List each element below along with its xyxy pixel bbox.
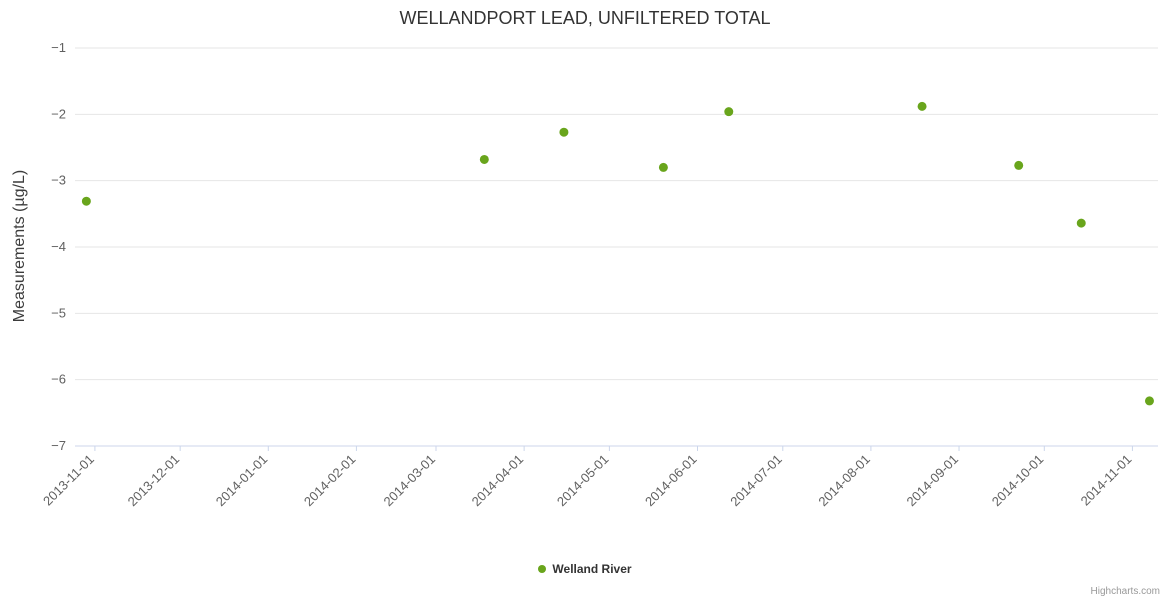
svg-text:−4: −4 [51, 239, 66, 254]
svg-text:−5: −5 [51, 305, 66, 320]
svg-text:2014-07-01: 2014-07-01 [727, 452, 785, 510]
svg-text:2014-04-01: 2014-04-01 [469, 452, 527, 510]
svg-text:−1: −1 [51, 40, 66, 55]
chart-title: WELLANDPORT LEAD, UNFILTERED TOTAL [399, 8, 771, 28]
svg-text:2014-11-01: 2014-11-01 [1078, 452, 1135, 509]
legend-item-welland-river[interactable]: Welland River [0, 562, 1170, 576]
svg-text:−2: −2 [51, 106, 66, 121]
svg-text:2014-02-01: 2014-02-01 [301, 452, 359, 510]
svg-text:2014-10-01: 2014-10-01 [989, 452, 1047, 510]
svg-text:2014-08-01: 2014-08-01 [815, 452, 873, 510]
svg-text:2013-11-01: 2013-11-01 [40, 452, 97, 509]
legend-series-label: Welland River [552, 562, 632, 576]
svg-text:2014-06-01: 2014-06-01 [642, 452, 700, 510]
svg-text:2014-01-01: 2014-01-01 [213, 452, 271, 510]
highcharts-credits-link[interactable]: Highcharts.com [1090, 586, 1160, 597]
svg-text:−3: −3 [51, 173, 66, 188]
legend-marker-icon [538, 565, 547, 573]
svg-text:−6: −6 [51, 372, 66, 387]
svg-text:2013-12-01: 2013-12-01 [125, 452, 183, 510]
svg-text:2014-03-01: 2014-03-01 [380, 452, 438, 510]
svg-text:2014-05-01: 2014-05-01 [554, 452, 612, 510]
svg-text:2014-09-01: 2014-09-01 [904, 452, 962, 510]
svg-text:−7: −7 [51, 438, 66, 453]
